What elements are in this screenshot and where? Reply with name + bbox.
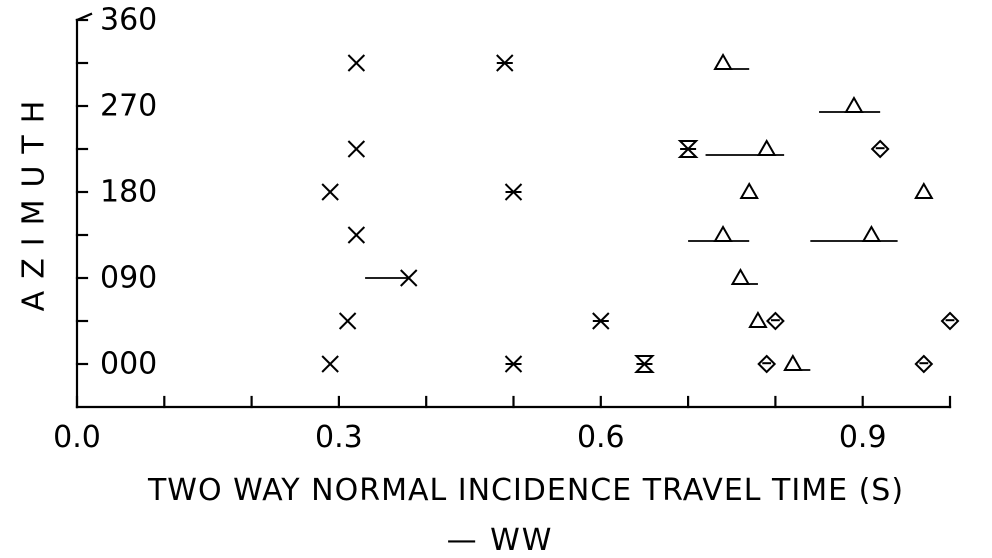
marker-stroke <box>861 224 882 242</box>
y-tick-label: 180 <box>100 175 157 210</box>
y-axis-cap <box>75 12 93 22</box>
marker-stroke <box>321 183 339 201</box>
x-tick-label: 0.6 <box>577 420 625 455</box>
data-point-triangle <box>730 267 751 285</box>
x-tick-label: 0.3 <box>315 420 363 455</box>
marker-stroke <box>634 355 655 373</box>
data-point-x <box>347 226 366 244</box>
marker-stroke <box>914 354 934 374</box>
marker-stroke <box>757 354 777 374</box>
marker-stroke <box>347 226 366 244</box>
data-marks <box>321 52 960 374</box>
x-axis-title: TWO WAY NORMAL INCIDENCE TRAVEL TIME (S) <box>147 473 904 508</box>
data-point-diamond <box>765 311 785 331</box>
data-point-triangle <box>756 138 777 156</box>
data-point-x <box>347 54 366 72</box>
y-tick-label: 270 <box>100 89 157 124</box>
data-point-diamond <box>757 354 777 374</box>
marker-stroke <box>870 139 890 159</box>
marker-stroke <box>914 181 934 199</box>
marker-stroke <box>940 311 960 331</box>
marker-stroke <box>347 140 366 158</box>
data-point-diamond <box>870 139 890 159</box>
marker-stroke <box>730 267 751 285</box>
data-point-x <box>321 183 339 201</box>
data-point-triangle <box>748 310 768 328</box>
data-point-asterisk <box>592 312 610 330</box>
marker-stroke <box>756 138 777 156</box>
marker-stroke <box>321 355 339 373</box>
data-point-triangle <box>739 181 759 199</box>
data-point-hourglass <box>634 355 655 373</box>
data-point-asterisk <box>504 355 523 373</box>
marker-stroke <box>748 310 768 328</box>
marker-stroke <box>338 312 357 330</box>
data-point-diamond <box>914 354 934 374</box>
data-point-triangle <box>861 224 882 242</box>
data-point-triangle <box>713 224 733 242</box>
y-tick-label: 090 <box>100 261 157 296</box>
data-point-triangle <box>783 353 803 371</box>
data-point-x <box>338 312 357 330</box>
data-point-asterisk <box>496 54 514 72</box>
marker-stroke <box>347 54 366 72</box>
data-point-triangle <box>713 52 733 70</box>
data-point-x <box>321 355 339 373</box>
marker-stroke <box>765 311 785 331</box>
data-point-x <box>347 140 366 158</box>
marker-stroke <box>713 224 733 242</box>
data-point-diamond <box>940 311 960 331</box>
caption: — WW <box>447 523 554 558</box>
axes: 0.0 0.3 0.6 0.9 000 090 180 270 360 <box>53 3 952 455</box>
marker-stroke <box>677 140 699 158</box>
y-tick-label: 360 <box>100 3 157 38</box>
marker-stroke <box>739 181 759 199</box>
data-point-hourglass <box>677 140 699 158</box>
y-axis-title: AZIMUTH <box>17 89 52 312</box>
data-point-x <box>400 269 418 287</box>
marker-stroke <box>400 269 418 287</box>
x-tick-label: 0.9 <box>839 420 887 455</box>
data-point-asterisk <box>504 183 523 201</box>
marker-stroke <box>783 353 803 371</box>
x-tick-label: 0.0 <box>53 420 101 455</box>
data-point-triangle <box>914 181 934 199</box>
marker-stroke <box>713 52 733 70</box>
y-tick-label: 000 <box>100 347 157 382</box>
data-point-triangle <box>844 95 864 113</box>
marker-stroke <box>844 95 864 113</box>
